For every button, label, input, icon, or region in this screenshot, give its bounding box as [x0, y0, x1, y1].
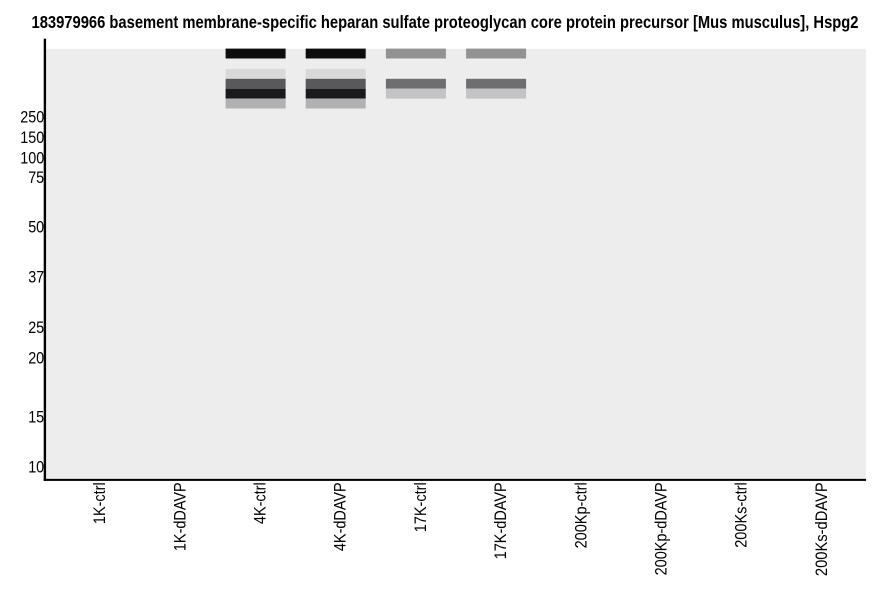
svg-text:20: 20	[28, 350, 44, 368]
svg-text:200Kp-ctrl: 200Kp-ctrl	[572, 482, 590, 548]
svg-text:250: 250	[20, 108, 44, 126]
svg-text:200Ks-dDAVP: 200Ks-dDAVP	[813, 482, 831, 576]
svg-text:25: 25	[28, 319, 44, 337]
svg-text:4K-dDAVP: 4K-dDAVP	[332, 482, 350, 551]
svg-text:10: 10	[28, 458, 44, 476]
svg-text:200Ks-ctrl: 200Ks-ctrl	[733, 482, 751, 548]
svg-text:1K-dDAVP: 1K-dDAVP	[171, 482, 189, 551]
svg-text:17K-ctrl: 17K-ctrl	[412, 482, 430, 532]
svg-text:183979966 basement membrane-sp: 183979966 basement membrane-specific hep…	[32, 12, 859, 32]
svg-text:200Kp-dDAVP: 200Kp-dDAVP	[653, 482, 671, 575]
svg-text:15: 15	[28, 408, 44, 426]
svg-text:150: 150	[20, 129, 44, 147]
svg-text:50: 50	[28, 219, 44, 237]
svg-text:1K-ctrl: 1K-ctrl	[91, 482, 109, 524]
svg-text:17K-dDAVP: 17K-dDAVP	[492, 482, 510, 559]
svg-text:75: 75	[28, 169, 44, 187]
svg-text:4K-ctrl: 4K-ctrl	[252, 482, 270, 524]
svg-text:37: 37	[28, 268, 44, 286]
svg-text:100: 100	[20, 149, 44, 167]
